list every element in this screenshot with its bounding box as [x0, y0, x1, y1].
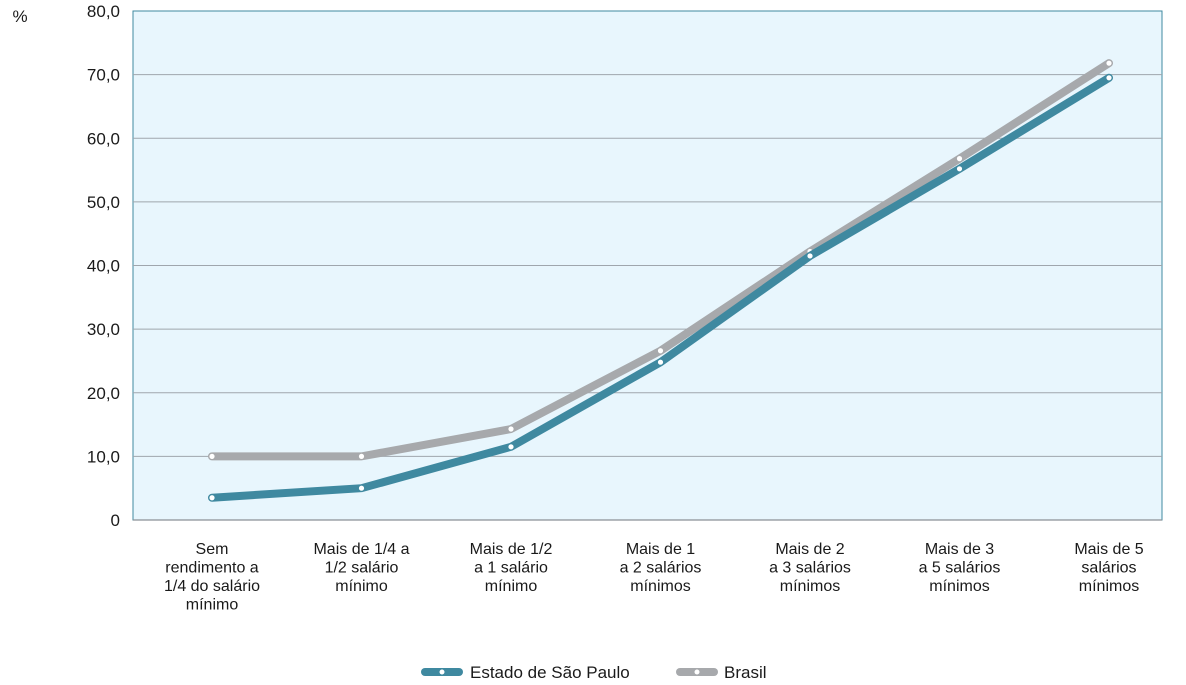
- series-estado-de-sao-paulo: [208, 73, 1113, 502]
- y-axis-label: %: [12, 7, 27, 26]
- data-point: [358, 484, 365, 492]
- legend-item: Brasil: [676, 663, 767, 682]
- data-point: [507, 443, 515, 451]
- data-point: [956, 155, 963, 163]
- x-category-label: Mais de 1/2 a 1 salário mínimo: [470, 541, 553, 595]
- legend-label: Brasil: [724, 663, 767, 682]
- y-tick-label: 60,0: [87, 129, 120, 148]
- legend-item: Estado de São Paulo: [421, 663, 630, 682]
- data-point: [208, 452, 216, 460]
- y-tick-label: 50,0: [87, 193, 120, 212]
- legend-marker: [694, 669, 700, 675]
- data-point: [806, 252, 814, 260]
- x-axis-category-labels: Sem rendimento a 1/4 do salário mínimo Mais …: [164, 541, 1144, 614]
- y-tick-label: 10,0: [87, 447, 120, 466]
- data-point: [956, 165, 963, 173]
- data-point: [1105, 59, 1113, 67]
- x-category-label: Sem rendimento a 1/4 do salário mínimo: [164, 541, 260, 614]
- y-tick-label: 0: [111, 511, 120, 530]
- data-point: [358, 452, 365, 460]
- legend-marker: [439, 669, 445, 675]
- y-tick-label: 30,0: [87, 320, 120, 339]
- series-brasil: [208, 59, 1113, 461]
- legend: Estado de São Paulo Brasil: [421, 663, 767, 682]
- series-lines: [208, 59, 1113, 502]
- data-point: [208, 494, 216, 502]
- x-category-label: Mais de 1/4 a 1/2 salário mínimo: [313, 541, 409, 595]
- data-point: [507, 425, 515, 433]
- data-point: [657, 358, 664, 366]
- data-point: [657, 347, 664, 355]
- data-point: [1105, 74, 1113, 82]
- y-axis-tick-labels: 0 10,0 20,0 30,0 40,0 50,0 60,0 70,0 80,0: [87, 2, 120, 530]
- x-category-label: Mais de 5 salários mínimos: [1074, 541, 1143, 595]
- y-tick-label: 80,0: [87, 2, 120, 21]
- y-tick-label: 70,0: [87, 66, 120, 85]
- y-tick-label: 20,0: [87, 384, 120, 403]
- legend-label: Estado de São Paulo: [470, 663, 630, 682]
- y-tick-label: 40,0: [87, 257, 120, 276]
